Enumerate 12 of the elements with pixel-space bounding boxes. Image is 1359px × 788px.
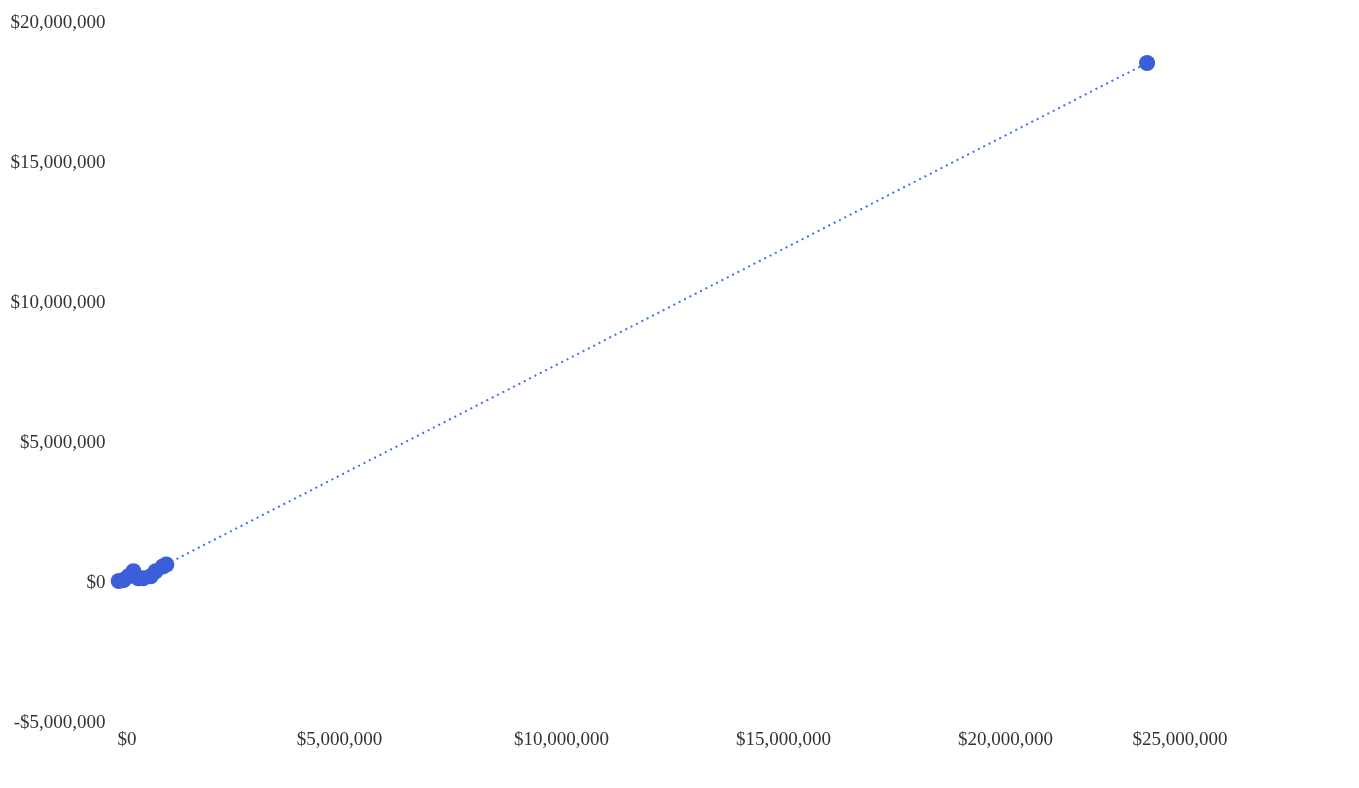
y-tick-label: $20,000,000	[10, 10, 106, 32]
x-tick-label: $20,000,000	[958, 727, 1053, 749]
x-tick-label: $15,000,000	[736, 727, 831, 749]
x-tick-label: $0	[117, 727, 137, 749]
x-tick-label: $10,000,000	[514, 727, 609, 749]
y-tick-label: $15,000,000	[10, 150, 106, 172]
x-tick-label: $5,000,000	[296, 727, 383, 749]
y-tick-label: -$5,000,000	[13, 710, 106, 732]
x-tick-label: $25,000,000	[1132, 727, 1228, 749]
y-tick-label: $0	[86, 570, 106, 592]
y-tick-label: $5,000,000	[20, 430, 106, 452]
y-tick-label: $10,000,000	[10, 290, 106, 312]
